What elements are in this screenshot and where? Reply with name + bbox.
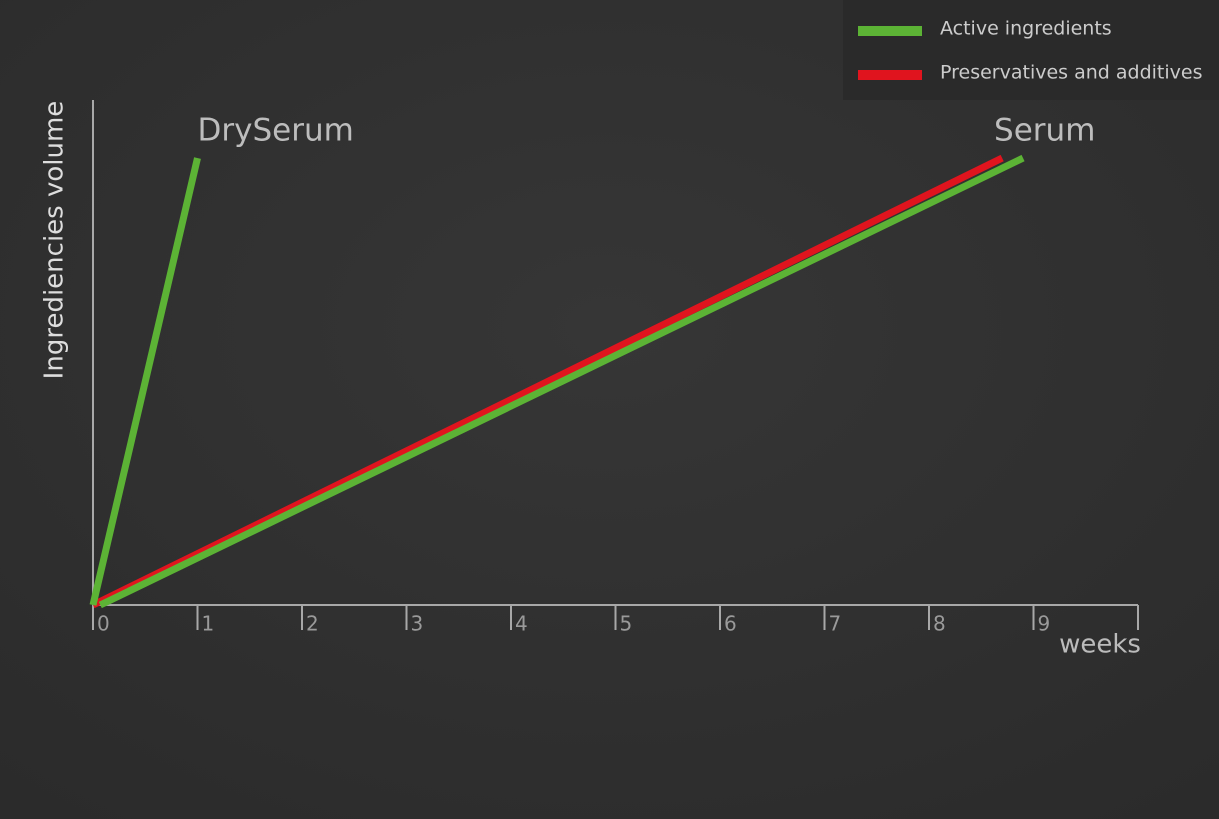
- x-tick-label: 5: [620, 612, 633, 636]
- legend-swatch: [858, 26, 922, 36]
- x-tick-label: 8: [933, 612, 946, 636]
- x-tick-label: 0: [97, 612, 110, 636]
- line-annotation: Serum: [994, 113, 1095, 149]
- legend-label: Active ingredients: [940, 18, 1112, 40]
- y-axis-label: Ingrediencies volume: [40, 101, 70, 380]
- x-tick-label: 6: [724, 612, 737, 636]
- x-tick-label: 9: [1038, 612, 1051, 636]
- x-tick-label: 4: [515, 612, 528, 636]
- data-line: [89, 157, 201, 606]
- x-tick-label: 2: [306, 612, 319, 636]
- data-line: [91, 154, 1004, 609]
- legend-box: [843, 0, 1219, 100]
- x-tick-label: 1: [202, 612, 215, 636]
- legend-swatch: [858, 70, 922, 80]
- legend-label: Preservatives and additives: [940, 62, 1202, 84]
- line-annotation: DrySerum: [198, 113, 354, 149]
- x-tick-label: 7: [829, 612, 842, 636]
- x-axis-label: weeks: [1059, 630, 1141, 660]
- x-tick-label: 3: [411, 612, 424, 636]
- data-line: [98, 154, 1025, 609]
